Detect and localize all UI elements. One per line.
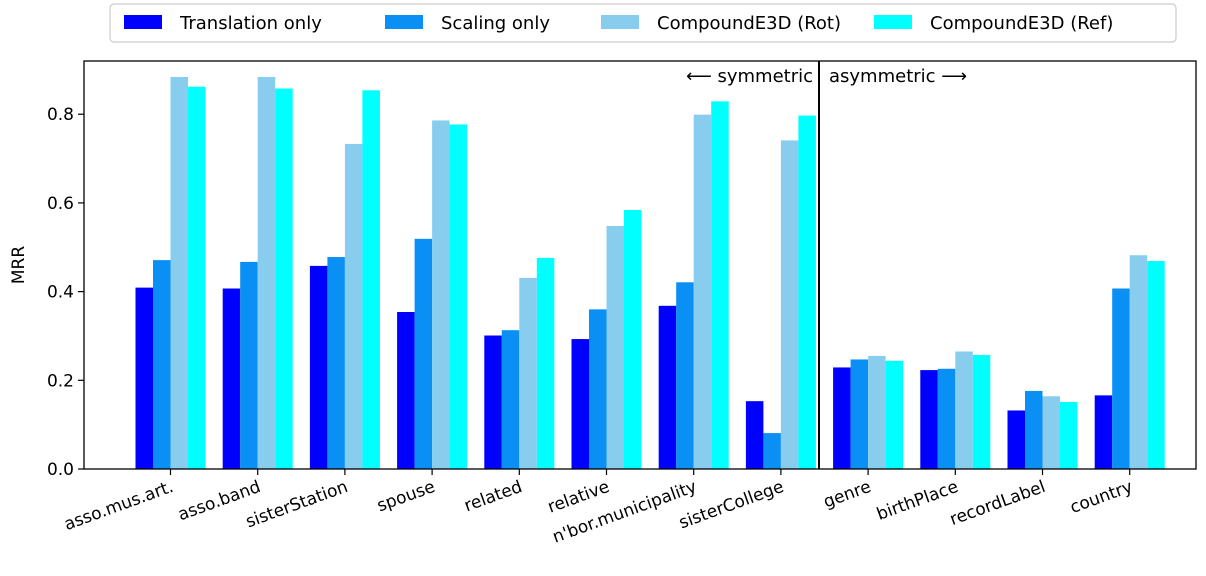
- bar-2-spouse: [414, 238, 433, 469]
- bar-4-asso-mus-art-: [188, 86, 206, 469]
- legend-swatch: [124, 15, 162, 29]
- legend-label: CompoundE3D (Ref): [930, 13, 1113, 34]
- bar-1-sisterstation: [309, 265, 328, 469]
- bar-3-sistercollege: [780, 140, 799, 469]
- x-tick-label: genre: [821, 477, 874, 513]
- bar-3-asso-mus-art-: [170, 76, 188, 469]
- bar-1-related: [484, 335, 502, 469]
- bar-1-genre: [833, 367, 851, 469]
- legend-label: Scaling only: [441, 13, 550, 34]
- bar-4-n-bor-municipality: [711, 101, 729, 470]
- bar-2-sisterstation: [327, 257, 345, 469]
- bar-3-sisterstation: [344, 143, 363, 469]
- y-tick-label: 0.8: [47, 105, 74, 125]
- bar-2-asso-mus-art-: [153, 260, 171, 469]
- bar-2-related: [501, 330, 520, 469]
- bar-4-country: [1147, 261, 1165, 469]
- bar-3-related: [519, 277, 537, 469]
- x-tick-label: country: [1067, 477, 1135, 518]
- y-tick-label: 0.6: [47, 194, 74, 214]
- legend-frame: [109, 3, 1177, 43]
- bar-3-recordlabel: [1042, 396, 1060, 469]
- bar-2-birthplace: [937, 368, 956, 469]
- bar-2-n-bor-municipality: [676, 282, 694, 469]
- bar-4-related: [536, 257, 555, 469]
- legend-swatch: [385, 15, 423, 29]
- bar-3-n-bor-municipality: [693, 114, 712, 469]
- bar-4-sisterstation: [362, 90, 380, 470]
- bar-4-spouse: [449, 124, 468, 470]
- bar-4-birthplace: [972, 355, 991, 469]
- bar-1-relative: [571, 339, 589, 469]
- legend-swatch: [601, 15, 639, 29]
- bar-4-genre: [885, 360, 904, 469]
- annotations-group: ⟵ symmetric asymmetric ⟶: [686, 61, 967, 469]
- bar-2-asso-band: [240, 261, 258, 469]
- y-axis-label: MRR: [9, 246, 29, 284]
- bar-2-recordlabel: [1025, 390, 1043, 469]
- bar-3-asso-band: [257, 76, 276, 469]
- x-tick-label: related: [462, 477, 525, 516]
- y-tick-label: 0.4: [47, 283, 74, 303]
- bar-1-recordlabel: [1007, 410, 1025, 469]
- symmetric-annotation: ⟵ symmetric: [686, 66, 813, 87]
- bar-2-sistercollege: [763, 433, 781, 469]
- bar-3-birthplace: [955, 351, 973, 469]
- bar-4-recordlabel: [1060, 402, 1078, 469]
- legend-label: Translation only: [179, 13, 322, 34]
- asymmetric-annotation: asymmetric ⟶: [829, 66, 967, 87]
- bar-4-sistercollege: [798, 115, 816, 470]
- bar-3-genre: [868, 355, 886, 469]
- bar-1-sistercollege: [745, 401, 764, 469]
- bar-1-spouse: [397, 312, 415, 469]
- bar-1-n-bor-municipality: [658, 305, 677, 469]
- bar-2-relative: [589, 309, 607, 469]
- x-tick-label: birthPlace: [874, 477, 961, 525]
- bar-3-spouse: [432, 120, 450, 470]
- plot-frame: [83, 60, 1197, 470]
- bar-1-asso-band: [222, 288, 241, 469]
- y-tick-label: 0.0: [47, 460, 74, 480]
- bar-4-asso-band: [275, 88, 293, 469]
- y-tick-label: 0.2: [47, 371, 74, 391]
- bar-3-relative: [606, 225, 624, 469]
- bars-group: [135, 76, 1165, 470]
- x-tick-label: asso.mus.art.: [62, 477, 177, 535]
- bar-1-country: [1094, 395, 1113, 469]
- bar-2-country: [1112, 288, 1130, 469]
- legend: Translation only Scaling only CompoundE3D …: [109, 3, 1177, 43]
- x-tick-label: recordLabel: [947, 477, 1048, 530]
- bar-1-asso-mus-art-: [135, 287, 153, 469]
- x-tick-label: spouse: [374, 477, 437, 516]
- bar-4-relative: [624, 210, 642, 469]
- bar-1-birthplace: [920, 370, 938, 469]
- bar-2-genre: [850, 359, 869, 469]
- legend-label: CompoundE3D (Rot): [657, 13, 841, 34]
- bar-3-country: [1129, 255, 1148, 469]
- legend-swatch: [874, 15, 912, 29]
- x-tick-label: n'bor.municipality: [550, 477, 699, 548]
